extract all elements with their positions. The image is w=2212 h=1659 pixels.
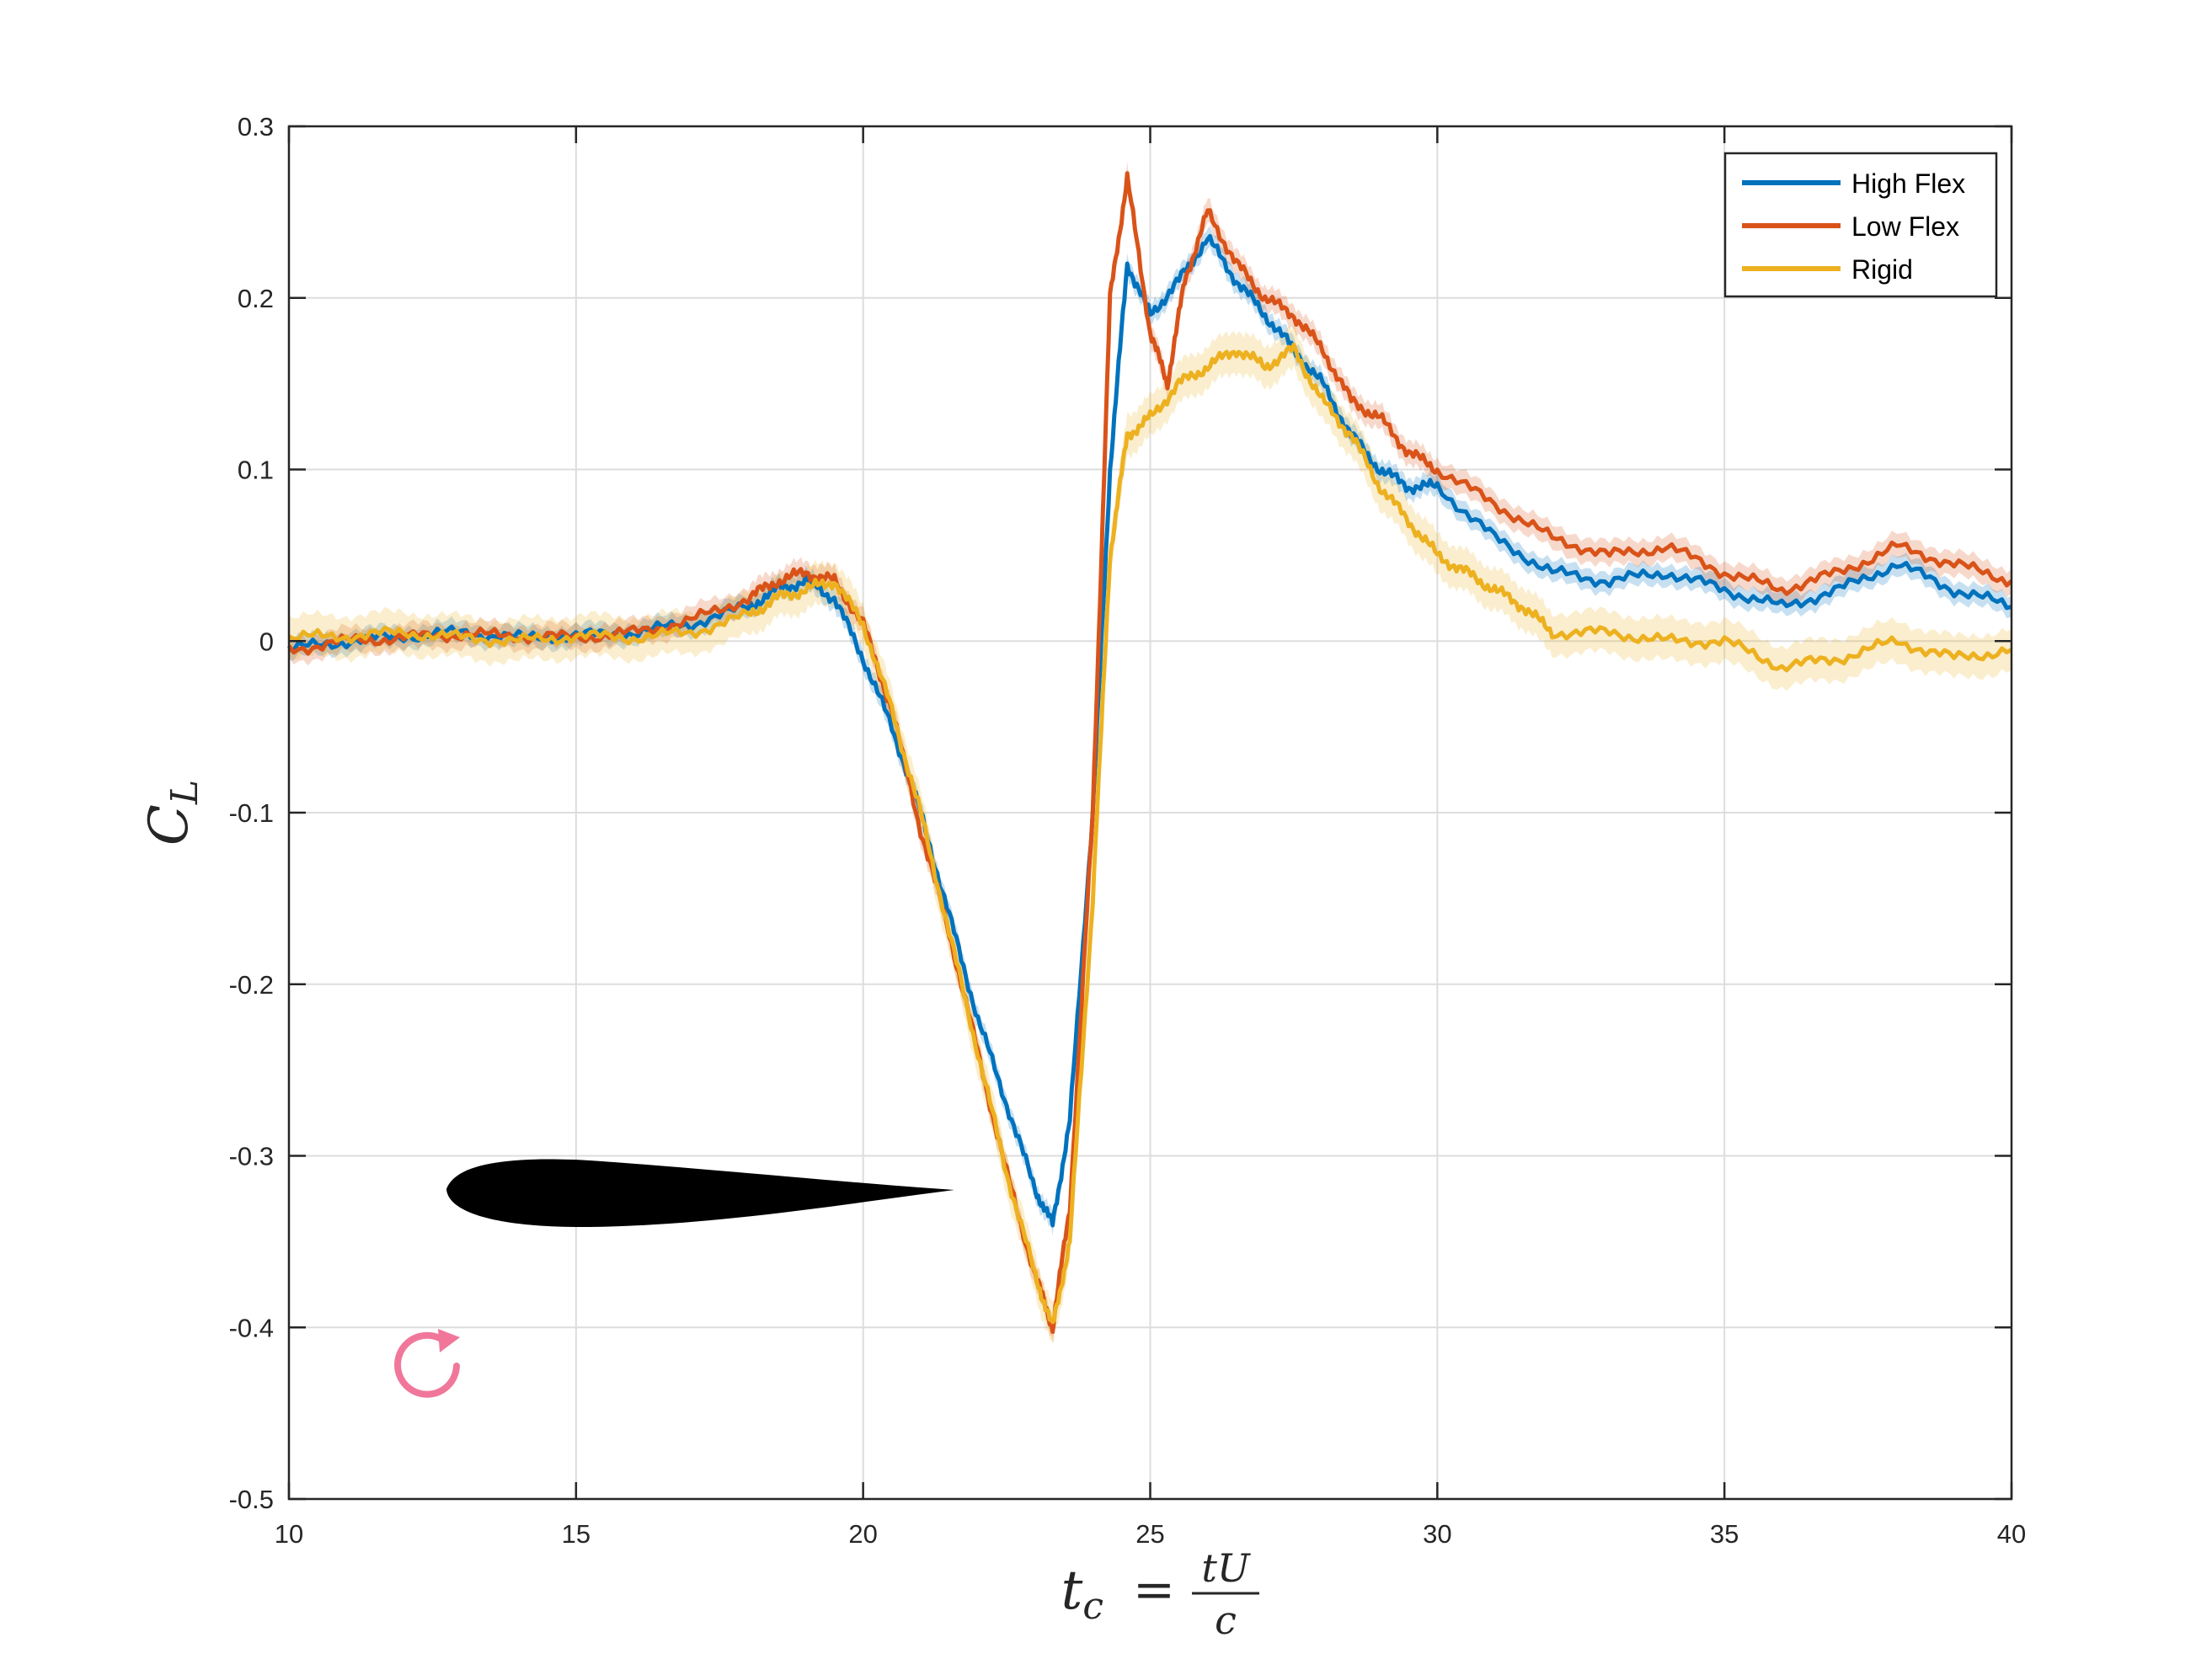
x-axis-label-base: t (1061, 1560, 1083, 1622)
y-tick-label: 0.3 (238, 112, 274, 141)
series-line-high-flex (288, 233, 2012, 1228)
x-tick-label: 35 (1710, 1519, 1739, 1549)
svg-text:CL: CL (138, 780, 206, 846)
x-tick-label: 40 (1997, 1519, 2026, 1549)
x-axis-label-equals: = (1133, 1560, 1175, 1619)
x-tick-label: 25 (1135, 1519, 1164, 1549)
legend: High Flex Low Flex Rigid (1723, 152, 1998, 298)
legend-label: Low Flex (1851, 211, 1959, 242)
x-axis-label-denominator: c (1215, 1598, 1237, 1643)
y-axis-label-sub: L (163, 780, 206, 805)
y-tick-label: -0.1 (229, 798, 274, 828)
y-tick-label: 0.1 (238, 456, 274, 485)
y-tick-label: -0.5 (229, 1485, 274, 1514)
tick-labels: 10 15 20 25 30 35 40 -0.5 -0.4 -0.3 -0.2 -0.1 0 0.1 0.… (229, 112, 2027, 1549)
y-tick-label: -0.2 (229, 970, 274, 1000)
x-axis-label-sub: c (1082, 1585, 1103, 1628)
x-axis-label: tc = tU c (1061, 1545, 1259, 1643)
y-tick-label: 0 (259, 627, 274, 656)
x-tick-label: 15 (562, 1519, 590, 1549)
x-tick-label: 30 (1423, 1519, 1451, 1549)
x-axis-label-numerator: tU (1201, 1545, 1251, 1591)
series-line-low-flex (286, 171, 2013, 1334)
legend-label: High Flex (1851, 168, 1965, 199)
rotation-arrow-icon (394, 1329, 460, 1398)
x-tick-label: 20 (848, 1519, 877, 1549)
airfoil-silhouette (446, 1159, 954, 1228)
y-axis-label: CL (138, 780, 206, 846)
y-tick-label: -0.3 (229, 1142, 274, 1171)
legend-label: Rigid (1851, 254, 1913, 285)
y-tick-label: -0.4 (229, 1313, 274, 1342)
svg-text:tc: tc (1061, 1560, 1103, 1628)
series-lines (286, 171, 2013, 1334)
y-tick-label: 0.2 (238, 284, 274, 313)
x-tick-label: 10 (275, 1519, 303, 1549)
series-line-rigid (287, 342, 2013, 1325)
axis-ticks (287, 125, 2013, 1501)
y-axis-label-base: C (138, 804, 200, 846)
